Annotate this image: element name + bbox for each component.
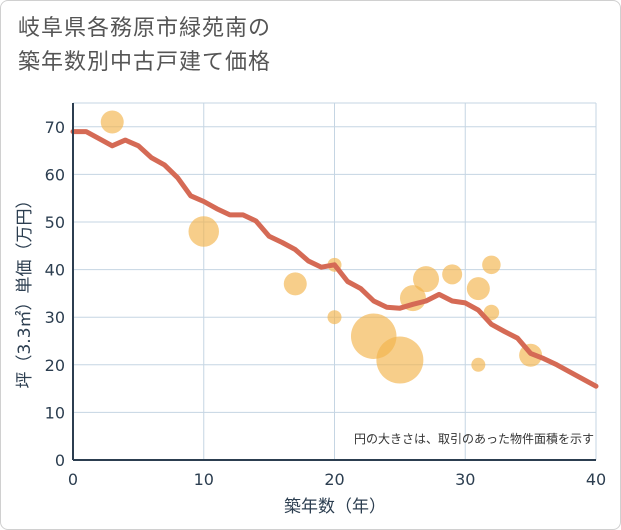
bubble-point <box>482 255 501 275</box>
bubble-point <box>483 304 500 321</box>
y-tick-label: 60 <box>45 165 65 184</box>
chart-title: 岐阜県各務原市緑苑南の 築年数別中古戸建て価格 <box>18 12 271 80</box>
trend-line <box>70 129 599 389</box>
y-tick-label: 50 <box>45 213 65 232</box>
x-tick-label: 20 <box>324 470 344 489</box>
bubble-point <box>376 336 424 384</box>
x-tick-label: 30 <box>455 470 475 489</box>
bubble-point <box>100 110 124 134</box>
y-tick-label: 20 <box>45 356 65 375</box>
y-tick-label: 30 <box>45 308 65 327</box>
x-tick-label: 0 <box>68 470 78 489</box>
bubble-point <box>466 277 490 301</box>
y-tick-label: 0 <box>55 451 65 470</box>
tick-labels: 0 10 20 30 40 50 60 70 0 10 20 30 40 <box>45 118 607 489</box>
x-tick-label: 10 <box>194 470 214 489</box>
title-line-2: 築年数別中古戸建て価格 <box>18 50 272 75</box>
bubbles <box>100 110 543 384</box>
y-tick-label: 70 <box>45 118 65 137</box>
bubble-size-note: 円の大きさは、取引のあった物件面積を示す <box>354 431 594 446</box>
bubble-point <box>471 357 486 372</box>
axes <box>72 103 596 461</box>
y-tick-label: 40 <box>45 261 65 280</box>
bubble-point <box>442 264 463 285</box>
bubble-point <box>413 266 440 293</box>
x-tick-label: 40 <box>586 470 606 489</box>
grid-lines <box>73 102 597 460</box>
x-axis-label: 築年数（年） <box>284 497 386 517</box>
bubble-point <box>283 272 307 296</box>
bubble-point <box>188 216 219 247</box>
bubble-point <box>327 310 342 325</box>
title-line-1: 岐阜県各務原市緑苑南の <box>18 16 272 41</box>
y-tick-label: 10 <box>45 403 65 422</box>
y-axis-label: 坪（3.3㎡）単価（万円） <box>15 191 35 388</box>
